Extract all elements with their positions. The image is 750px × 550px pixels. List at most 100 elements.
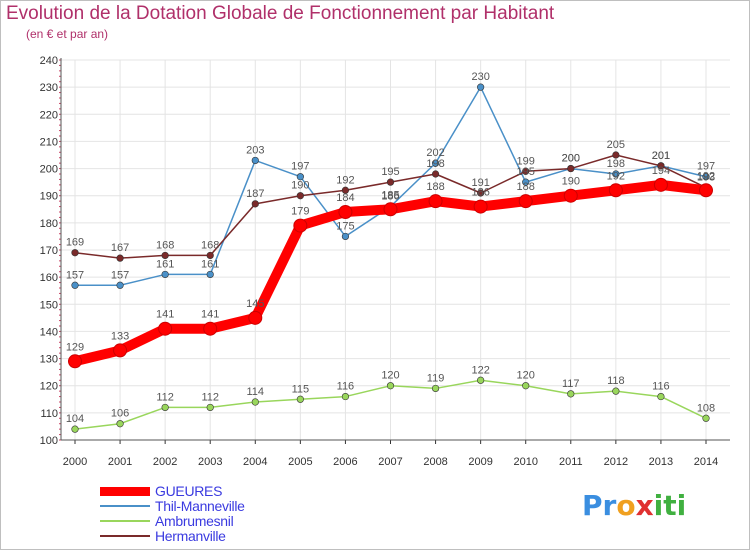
data-label: 192 (336, 174, 354, 186)
data-point (338, 205, 353, 219)
data-point (608, 183, 623, 198)
x-tick-label: 2010 (513, 456, 537, 468)
data-point (653, 177, 668, 192)
series-layer (68, 83, 713, 433)
data-label: 167 (111, 242, 129, 254)
y-tick-label: 140 (40, 326, 58, 338)
data-label: 179 (291, 206, 309, 218)
chart-subtitle: (en € et par an) (26, 27, 109, 41)
data-point (68, 354, 82, 369)
data-point (206, 403, 214, 412)
data-label: 117 (562, 378, 580, 390)
data-label: 202 (426, 147, 444, 159)
logo-part: o (616, 489, 636, 522)
data-point (248, 310, 263, 325)
data-label: 230 (471, 71, 489, 83)
data-point (296, 192, 304, 200)
logo-part: x (635, 489, 654, 522)
data-point (431, 159, 440, 167)
y-tick-label: 150 (40, 299, 58, 311)
data-label: 141 (201, 309, 219, 321)
data-label: 161 (201, 258, 219, 270)
data-label: 194 (652, 165, 670, 177)
logo-part: iti (653, 489, 687, 522)
data-label: 192 (697, 170, 715, 182)
data-label: 203 (246, 144, 264, 156)
data-point (116, 420, 124, 428)
y-tick-label: 120 (40, 381, 58, 393)
x-tick-label: 2006 (333, 456, 357, 468)
data-point (477, 189, 485, 197)
data-label: 106 (111, 408, 129, 420)
data-point (161, 270, 169, 279)
data-label: 118 (607, 375, 625, 387)
data-label: 112 (156, 391, 174, 403)
data-point (386, 382, 395, 390)
data-label: 187 (246, 188, 264, 200)
data-label: 190 (291, 180, 309, 192)
x-tick-label: 2005 (288, 456, 312, 468)
data-point (383, 202, 398, 217)
data-label: 195 (381, 166, 399, 178)
data-point (251, 398, 259, 406)
y-tick-label: 240 (40, 55, 58, 67)
data-point (116, 254, 124, 262)
data-label: 197 (697, 161, 715, 173)
data-label: 129 (66, 341, 84, 353)
data-point (293, 218, 308, 233)
data-point (203, 321, 218, 336)
x-tick-label: 2003 (198, 456, 222, 468)
x-tick-label: 2002 (153, 456, 177, 468)
data-point (161, 403, 169, 412)
x-tick-label: 2001 (108, 456, 132, 468)
data-label: 192 (607, 170, 625, 182)
data-label: 116 (652, 381, 670, 393)
data-point (522, 382, 530, 390)
data-point (702, 173, 710, 181)
data-label: 168 (156, 239, 174, 251)
legend-label: GUEURES (155, 483, 223, 499)
data-label: 198 (426, 158, 444, 170)
data-label: 201 (652, 150, 670, 162)
y-tick-label: 190 (40, 191, 58, 203)
data-label: 201 (652, 150, 670, 162)
data-point (657, 392, 665, 401)
y-tick-label: 200 (40, 164, 58, 176)
x-tick-label: 2013 (649, 456, 673, 468)
y-tick-label: 160 (40, 272, 58, 284)
data-point (341, 392, 350, 401)
data-label: 108 (697, 402, 715, 414)
data-point (563, 188, 578, 203)
x-tick-label: 2009 (468, 456, 492, 468)
data-label: 186 (471, 187, 489, 199)
data-point (699, 183, 713, 198)
data-point (71, 425, 79, 433)
data-point (206, 251, 214, 260)
data-label: 188 (517, 181, 535, 193)
data-point (477, 376, 485, 384)
data-point (251, 200, 259, 208)
data-label: 120 (517, 370, 535, 382)
y-tick-label: 220 (40, 109, 58, 121)
data-point (71, 281, 79, 289)
data-label: 120 (381, 370, 399, 382)
data-label: 184 (336, 192, 354, 204)
data-label: 190 (562, 176, 580, 188)
data-point (522, 167, 530, 175)
data-label: 115 (292, 383, 310, 395)
x-tick-label: 2014 (694, 456, 718, 468)
data-label: 119 (427, 372, 445, 384)
x-tick-label: 2011 (559, 456, 583, 468)
data-label: 122 (471, 364, 489, 376)
data-point (206, 270, 214, 279)
data-label: 157 (66, 269, 84, 281)
data-label: 157 (111, 269, 129, 281)
y-tick-label: 100 (40, 435, 58, 447)
data-label: 185 (381, 189, 399, 201)
x-tick-label: 2000 (63, 456, 87, 468)
data-point (612, 387, 620, 395)
data-point (431, 170, 440, 178)
data-point (296, 395, 304, 403)
data-label: 161 (156, 258, 174, 270)
